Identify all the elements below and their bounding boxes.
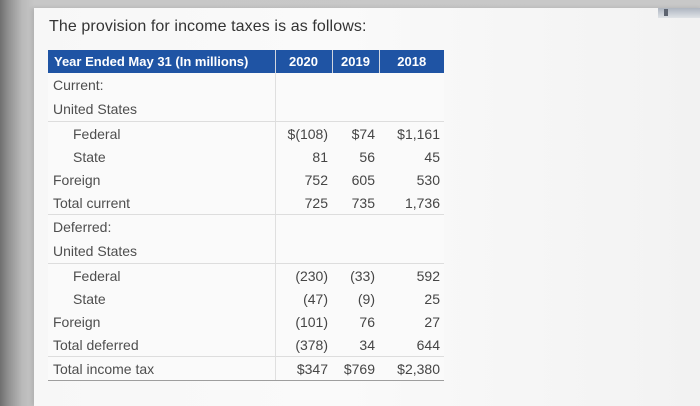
table-row: Deferred: [48, 214, 444, 240]
value-2018: 1,736 [379, 191, 444, 215]
document-page: The provision for income taxes is as fol… [34, 8, 700, 406]
table-row: Federal (230) (33) 592 [48, 263, 444, 287]
value-2020 [274, 73, 332, 97]
value-2020: (47) [274, 287, 332, 310]
row-label: Foreign [53, 171, 101, 188]
row-label: Total current [48, 191, 275, 215]
row-label: Federal [73, 267, 121, 284]
value-2020: $(108) [274, 121, 332, 145]
table-row: United States [48, 97, 444, 122]
value-2020: (378) [274, 333, 332, 357]
table-header-row: Year Ended May 31 (In millions) 2020 201… [48, 50, 444, 73]
income-tax-table: Year Ended May 31 (In millions) 2020 201… [48, 50, 444, 381]
value-2019 [332, 97, 379, 122]
table-row: Total deferred (378) 34 644 [48, 333, 444, 357]
value-2020: 725 [274, 191, 332, 215]
value-2018: 644 [379, 333, 444, 357]
value-2020: (230) [274, 263, 332, 287]
value-2020 [274, 239, 332, 264]
value-2019 [332, 239, 379, 264]
row-label: Foreign [53, 313, 101, 330]
header-2019: 2019 [332, 50, 380, 73]
value-2019: (33) [350, 267, 375, 284]
value-2019: 605 [351, 171, 375, 188]
value-2019 [332, 73, 379, 97]
value-2020 [274, 214, 332, 239]
table-row: State 81 56 45 [48, 145, 444, 168]
cropped-logo-mark [658, 8, 700, 18]
value-2019: 56 [359, 148, 375, 165]
value-2019: 34 [332, 333, 379, 357]
value-2018: 25 [424, 290, 440, 307]
value-2020 [274, 97, 332, 122]
row-label: United States [48, 239, 275, 264]
value-2019: $74 [351, 125, 375, 142]
value-2019: (9) [357, 290, 375, 307]
row-label: Total deferred [48, 333, 275, 357]
row-label: State [73, 290, 106, 307]
table-row: Total income tax $347 $769 $2,380 [48, 356, 444, 381]
table-row: Foreign (101) 76 27 [48, 310, 444, 333]
row-label: United States [48, 97, 275, 122]
row-label: State [73, 148, 106, 165]
table-row: State (47) (9) 25 [48, 287, 444, 310]
row-label: Deferred: [53, 219, 112, 235]
income-tax-table-container: Year Ended May 31 (In millions) 2020 201… [48, 50, 444, 381]
table-row: Foreign 752 605 530 [48, 168, 444, 191]
value-2018: 27 [424, 313, 440, 330]
value-2018: $1,161 [397, 125, 440, 142]
table-row: Federal $(108) $74 $1,161 [48, 121, 444, 145]
header-label: Year Ended May 31 (In millions) [48, 50, 276, 73]
value-2018: $2,380 [379, 356, 444, 381]
value-2019 [332, 215, 379, 240]
value-2018 [379, 73, 444, 97]
value-2018: 592 [416, 267, 440, 284]
table-row: United States [48, 239, 444, 264]
value-2018 [379, 97, 444, 122]
value-2019: 76 [359, 313, 375, 330]
header-2020: 2020 [275, 50, 333, 73]
table-row: Total current 725 735 1,736 [48, 191, 444, 215]
value-2018 [379, 239, 444, 264]
header-2018: 2018 [379, 50, 444, 73]
table-row: Current: [48, 73, 444, 97]
value-2020: (101) [274, 310, 332, 333]
value-2020: $347 [274, 356, 332, 381]
row-label: Federal [73, 125, 121, 142]
value-2018: 45 [424, 148, 440, 165]
value-2019: 735 [332, 191, 379, 215]
intro-text: The provision for income taxes is as fol… [49, 18, 367, 35]
row-label: Total income tax [48, 356, 275, 381]
value-2020: 81 [274, 145, 332, 168]
value-2019: $769 [332, 356, 379, 381]
value-2018 [379, 215, 444, 240]
value-2018: 530 [416, 171, 440, 188]
value-2020: 752 [274, 168, 332, 191]
row-label: Current: [53, 77, 104, 93]
